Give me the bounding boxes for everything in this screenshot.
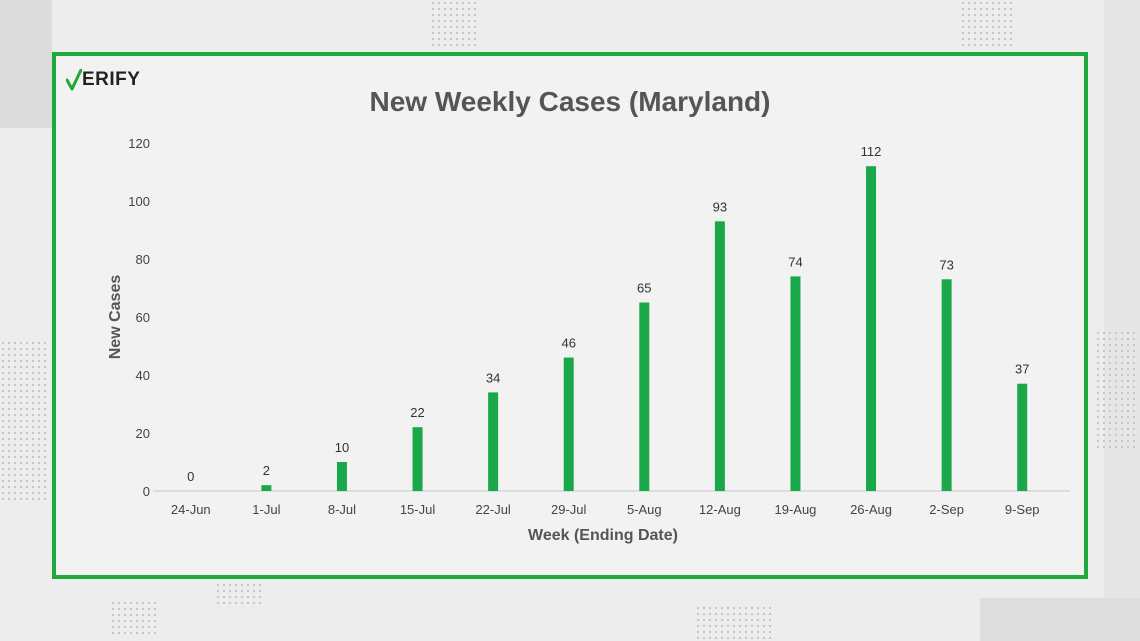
- background-block: [1104, 0, 1140, 641]
- x-tick-label: 19-Aug: [774, 502, 816, 517]
- x-tick-label: 29-Jul: [551, 502, 587, 517]
- bar: [714, 221, 725, 492]
- bar: [336, 462, 347, 491]
- y-tick-label: 40: [136, 368, 150, 383]
- data-label: 65: [637, 281, 651, 296]
- y-tick-label: 20: [136, 426, 150, 441]
- background-dots: [695, 605, 775, 639]
- bar: [639, 302, 650, 491]
- background-dots: [1095, 330, 1135, 450]
- x-tick-label: 1-Jul: [252, 502, 280, 517]
- data-label: 34: [486, 370, 500, 385]
- x-axis-title: Week (Ending Date): [528, 527, 678, 544]
- y-tick-label: 120: [128, 136, 150, 151]
- x-tick-label: 12-Aug: [699, 502, 741, 517]
- bar: [488, 392, 499, 491]
- data-label: 46: [561, 336, 575, 351]
- data-label: 10: [335, 440, 349, 455]
- y-axis-title: New Cases: [107, 275, 124, 360]
- x-tick-label: 8-Jul: [328, 502, 356, 517]
- bar: [261, 485, 272, 491]
- chart-title: New Weekly Cases (Maryland): [369, 86, 771, 117]
- background-dots: [960, 0, 1015, 48]
- bar: [412, 427, 423, 491]
- bar: [866, 166, 877, 491]
- bar: [790, 276, 801, 491]
- logo-text: ERIFY: [82, 69, 141, 90]
- bar: [1017, 383, 1028, 491]
- data-label: 37: [1015, 362, 1029, 377]
- background-block: [0, 0, 52, 128]
- x-tick-label: 15-Jul: [400, 502, 436, 517]
- x-tick-label: 9-Sep: [1005, 502, 1040, 517]
- data-label: 2: [263, 463, 270, 478]
- background-dots: [110, 600, 160, 638]
- x-tick-label: 5-Aug: [627, 502, 662, 517]
- check-icon: [66, 69, 82, 91]
- data-label: 93: [713, 199, 727, 214]
- y-tick-label: 0: [143, 484, 150, 499]
- x-tick-label: 26-Aug: [850, 502, 892, 517]
- bar: [563, 357, 574, 491]
- background-dots: [215, 582, 265, 604]
- data-label: 0: [187, 469, 194, 484]
- background-dots: [0, 340, 48, 500]
- bar: [941, 279, 952, 491]
- y-tick-label: 100: [128, 194, 150, 209]
- x-tick-label: 22-Jul: [475, 502, 511, 517]
- x-tick-label: 24-Jun: [171, 502, 211, 517]
- data-label: 112: [861, 144, 882, 159]
- background-dots: [430, 0, 480, 48]
- x-tick-label: 2-Sep: [929, 502, 964, 517]
- verify-logo: ERIFY: [66, 68, 140, 92]
- data-label: 73: [939, 257, 953, 272]
- data-label: 22: [410, 405, 424, 420]
- y-tick-label: 80: [136, 252, 150, 267]
- data-label: 74: [788, 254, 802, 269]
- background-block: [980, 598, 1140, 641]
- y-tick-label: 60: [136, 310, 150, 325]
